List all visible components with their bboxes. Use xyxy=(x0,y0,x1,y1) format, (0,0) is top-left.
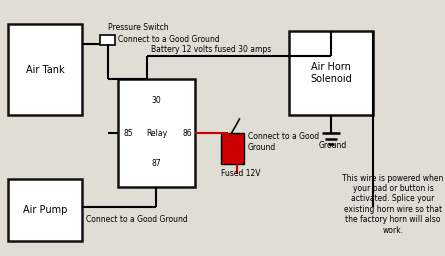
Text: Connect to a Good
Ground: Connect to a Good Ground xyxy=(248,132,319,152)
Text: Pressure Switch: Pressure Switch xyxy=(108,23,168,32)
Text: Ground: Ground xyxy=(319,141,347,150)
Bar xyxy=(100,35,115,45)
Text: Fused 12V: Fused 12V xyxy=(222,169,261,178)
Text: Connect to a Good Ground: Connect to a Good Ground xyxy=(118,35,220,44)
Text: Battery 12 volts fused 30 amps: Battery 12 volts fused 30 amps xyxy=(151,45,271,54)
Text: Connect to a Good Ground: Connect to a Good Ground xyxy=(86,215,188,224)
Text: 85: 85 xyxy=(124,129,133,138)
Bar xyxy=(222,133,244,164)
Text: Relay: Relay xyxy=(146,129,167,138)
Bar xyxy=(8,24,82,115)
Bar xyxy=(118,79,194,187)
Text: 87: 87 xyxy=(152,159,161,168)
Bar xyxy=(8,179,82,241)
Text: This wire is powered when
your pad or button is
activated. Splice your
existing : This wire is powered when your pad or bu… xyxy=(343,174,444,234)
Bar xyxy=(289,31,373,115)
Text: Air Horn
Solenoid: Air Horn Solenoid xyxy=(310,62,352,84)
Text: Air Tank: Air Tank xyxy=(26,65,65,75)
Text: Air Pump: Air Pump xyxy=(23,205,67,215)
Text: 30: 30 xyxy=(152,96,162,105)
Text: 86: 86 xyxy=(182,129,192,138)
